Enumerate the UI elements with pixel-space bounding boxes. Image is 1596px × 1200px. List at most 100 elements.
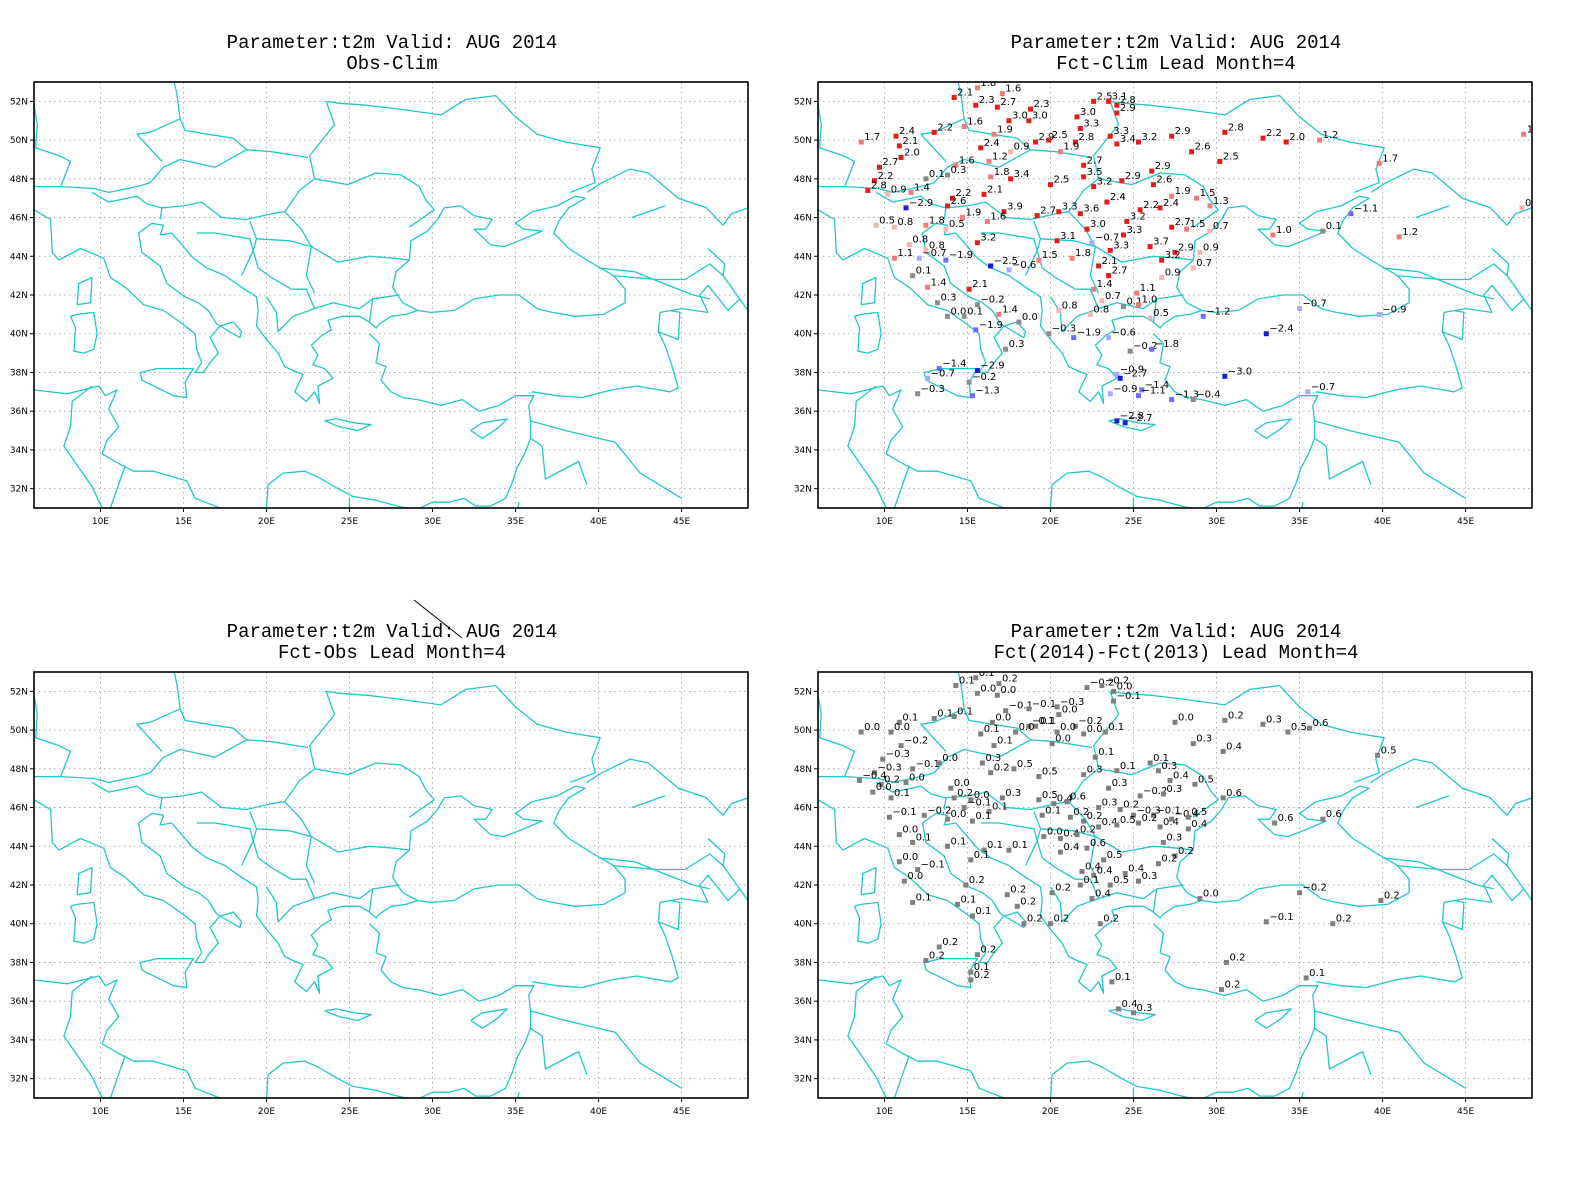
station-marker	[1135, 139, 1141, 145]
station-value-label: 0.3	[1102, 798, 1118, 809]
lon-tick-label: 10E	[876, 1107, 893, 1117]
station-value-label: 3.2	[1097, 177, 1113, 188]
station-value-label: 0.3	[1161, 761, 1177, 772]
station-marker	[1011, 766, 1017, 772]
station-marker	[1260, 721, 1266, 727]
station-marker	[888, 795, 894, 801]
station-value-label: 1.6	[967, 117, 983, 128]
station-marker	[931, 715, 937, 721]
coastline	[91, 781, 163, 799]
station-marker	[1207, 203, 1213, 209]
station-marker	[1116, 1006, 1122, 1012]
coastline	[875, 781, 947, 799]
station-value-label: −2.8	[1120, 411, 1144, 422]
station-marker	[1114, 768, 1120, 774]
station-marker	[1348, 211, 1354, 217]
coastline	[1152, 923, 1319, 1097]
coastline	[1415, 795, 1450, 809]
station-marker	[936, 944, 942, 950]
station-marker	[1160, 839, 1166, 845]
coastline	[1415, 205, 1450, 219]
lat-tick-label: 48N	[794, 175, 812, 185]
station-marker	[1099, 298, 1105, 304]
station-marker	[1106, 335, 1112, 341]
station-value-label: 2.2	[1143, 200, 1159, 211]
station-value-label: 0.4	[1102, 817, 1118, 828]
coastline	[893, 465, 910, 508]
station-marker	[1283, 139, 1289, 145]
station-marker	[973, 327, 979, 333]
coastline	[598, 857, 710, 890]
station-marker	[949, 195, 955, 201]
station-marker	[1169, 193, 1175, 199]
coastline	[1094, 836, 1194, 853]
station-value-label: 3.1	[1060, 231, 1076, 242]
station-value-label: 2.8	[1120, 95, 1136, 106]
station-value-label: 0.1	[1326, 221, 1342, 232]
lon-tick-label: 10E	[876, 517, 893, 527]
station-value-label: 1.0	[1141, 295, 1157, 306]
station-value-label: −0.7	[1303, 299, 1327, 310]
station-value-label: 0.1	[992, 801, 1008, 812]
station-value-label: 0.1	[1083, 875, 1099, 886]
station-marker	[945, 172, 951, 178]
station-value-label: 0.1	[894, 788, 910, 799]
coastline	[34, 149, 309, 194]
station-marker	[1026, 723, 1032, 729]
station-value-label: 2.1	[987, 184, 1003, 195]
station-marker	[1197, 249, 1203, 255]
lon-tick-label: 15E	[959, 517, 976, 527]
station-value-label: −0.1	[916, 759, 940, 770]
station-marker	[969, 818, 975, 824]
station-marker	[1134, 290, 1140, 296]
coastline	[249, 811, 400, 900]
station-marker	[1376, 311, 1382, 317]
station-marker	[1056, 712, 1062, 718]
lon-tick-label: 45E	[1457, 517, 1474, 527]
coastline	[1092, 691, 1219, 818]
lon-tick-label: 40E	[1374, 517, 1391, 527]
lat-tick-label: 40N	[794, 330, 812, 340]
station-marker	[973, 102, 979, 108]
station-marker	[931, 129, 937, 135]
station-marker	[1091, 184, 1097, 190]
map-plot-area: 1.81.62.12.3 2.7 2.32.5 3.12.82.93.0 3.0 3.03…	[818, 82, 1532, 508]
coastline	[34, 385, 433, 508]
station-marker	[1072, 723, 1078, 729]
station-marker	[981, 847, 987, 853]
station-marker	[1067, 814, 1073, 820]
station-value-label: 1.5	[1042, 250, 1058, 261]
station-marker	[880, 756, 886, 762]
station-marker	[1150, 812, 1156, 818]
lon-tick-label: 10E	[92, 517, 109, 527]
station-marker	[1263, 331, 1269, 337]
station-marker	[1121, 232, 1127, 238]
station-marker	[1223, 959, 1229, 965]
lat-tick-label: 42N	[10, 291, 28, 301]
station-marker	[1521, 131, 1527, 137]
station-marker	[898, 743, 904, 749]
station-marker	[1104, 199, 1110, 205]
coastline	[530, 437, 588, 486]
coastline	[256, 801, 312, 838]
station-marker	[1107, 247, 1113, 253]
station-value-label: −1.3	[1175, 390, 1199, 401]
coastline	[658, 309, 681, 341]
station-value-label: 0.2	[1020, 896, 1036, 907]
station-value-label: 0.0	[1060, 722, 1076, 733]
station-marker	[1135, 302, 1141, 308]
station-marker	[974, 952, 980, 958]
station-marker	[974, 690, 980, 696]
station-value-label: 0.0	[951, 306, 967, 317]
station-marker	[1150, 182, 1156, 188]
coastline	[1040, 211, 1096, 248]
lon-tick-label: 40E	[1374, 1107, 1391, 1117]
station-marker	[1114, 110, 1120, 116]
lat-tick-label: 48N	[10, 175, 28, 185]
coastline	[1370, 168, 1508, 226]
station-marker	[991, 131, 997, 137]
map-svg: 1.81.62.12.3 2.7 2.32.5 3.12.82.93.0 3.0 3.03…	[794, 81, 1533, 527]
lon-tick-label: 40E	[590, 1107, 607, 1117]
panel-2-title: Parameter:t2m Valid: AUG 2014 Fct-Clim L…	[818, 33, 1534, 75]
station-value-label: 0.3	[951, 165, 967, 176]
